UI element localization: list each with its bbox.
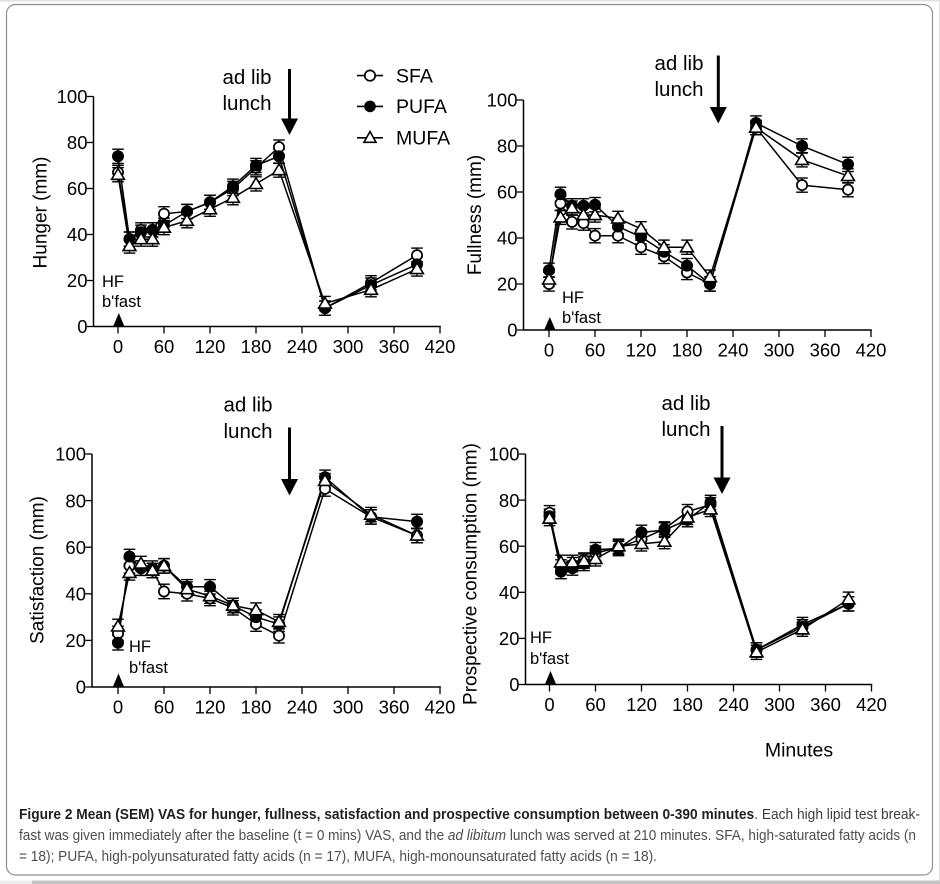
svg-text:0: 0 — [544, 340, 554, 361]
svg-text:100: 100 — [487, 90, 518, 111]
svg-text:SFA: SFA — [396, 65, 433, 87]
svg-text:60: 60 — [497, 182, 518, 203]
svg-text:0: 0 — [507, 320, 517, 341]
svg-text:b'fast: b'fast — [129, 659, 168, 677]
svg-text:300: 300 — [764, 694, 795, 715]
svg-text:120: 120 — [626, 694, 657, 715]
svg-text:120: 120 — [626, 340, 657, 361]
svg-text:180: 180 — [241, 697, 272, 718]
svg-text:MUFA: MUFA — [396, 128, 450, 150]
svg-text:180: 180 — [672, 340, 703, 361]
svg-text:360: 360 — [379, 336, 410, 357]
svg-text:lunch: lunch — [222, 92, 271, 115]
svg-text:HF: HF — [129, 638, 151, 656]
svg-text:420: 420 — [425, 336, 456, 357]
svg-text:60: 60 — [65, 537, 86, 558]
svg-text:b'fast: b'fast — [530, 650, 569, 668]
svg-text:Minutes: Minutes — [765, 740, 834, 762]
svg-text:40: 40 — [497, 228, 518, 249]
svg-text:Satisfaction (mm): Satisfaction (mm) — [28, 496, 49, 644]
svg-text:0: 0 — [509, 674, 519, 695]
svg-text:fast was given immediately aft: fast was given immediately after the bas… — [19, 827, 916, 844]
svg-text:300: 300 — [764, 340, 795, 361]
svg-text:40: 40 — [499, 582, 520, 603]
svg-text:20: 20 — [67, 270, 88, 291]
svg-text:0: 0 — [113, 697, 123, 718]
svg-text:HF: HF — [102, 273, 124, 291]
svg-text:Figure 2 Mean (SEM) VAS for hu: Figure 2 Mean (SEM) VAS for hunger, full… — [19, 806, 920, 823]
svg-text:20: 20 — [65, 630, 86, 651]
svg-text:40: 40 — [67, 224, 88, 245]
svg-text:ad lib: ad lib — [654, 52, 703, 75]
svg-text:420: 420 — [856, 340, 887, 361]
svg-text:20: 20 — [497, 274, 518, 295]
svg-text:lunch: lunch — [654, 78, 703, 101]
svg-text:360: 360 — [810, 694, 841, 715]
svg-text:240: 240 — [287, 336, 318, 357]
svg-text:HF: HF — [530, 629, 552, 647]
svg-text:lunch: lunch — [661, 418, 710, 441]
svg-text:ad lib: ad lib — [222, 66, 271, 89]
svg-text:360: 360 — [810, 340, 841, 361]
svg-text:20: 20 — [499, 628, 520, 649]
svg-text:360: 360 — [379, 697, 410, 718]
svg-text:40: 40 — [65, 584, 86, 605]
svg-text:80: 80 — [499, 490, 520, 511]
svg-text:b'fast: b'fast — [102, 293, 141, 311]
svg-text:300: 300 — [333, 697, 364, 718]
svg-text:= 18); PUFA, high-polyunsatura: = 18); PUFA, high-polyunsaturated fatty … — [19, 848, 657, 865]
svg-text:420: 420 — [856, 694, 887, 715]
svg-text:80: 80 — [67, 132, 88, 153]
svg-text:100: 100 — [57, 86, 88, 107]
svg-text:Prospective consumption (mm): Prospective consumption (mm) — [461, 443, 482, 705]
svg-text:60: 60 — [585, 340, 606, 361]
svg-text:60: 60 — [585, 694, 606, 715]
svg-text:b'fast: b'fast — [562, 309, 601, 327]
svg-text:80: 80 — [65, 490, 86, 511]
svg-text:420: 420 — [425, 697, 456, 718]
svg-text:60: 60 — [154, 336, 175, 357]
svg-text:0: 0 — [113, 336, 123, 357]
svg-text:HF: HF — [562, 289, 584, 307]
svg-text:120: 120 — [195, 697, 226, 718]
svg-text:240: 240 — [718, 340, 749, 361]
svg-text:180: 180 — [241, 336, 272, 357]
svg-text:60: 60 — [499, 536, 520, 557]
svg-text:0: 0 — [544, 694, 554, 715]
svg-text:ad lib: ad lib — [661, 392, 710, 415]
svg-text:300: 300 — [333, 336, 364, 357]
svg-text:100: 100 — [489, 444, 520, 465]
svg-text:240: 240 — [287, 697, 318, 718]
svg-text:PUFA: PUFA — [396, 96, 447, 118]
svg-text:120: 120 — [195, 336, 226, 357]
svg-text:Fullness (mm): Fullness (mm) — [465, 155, 486, 275]
svg-text:0: 0 — [77, 316, 87, 337]
svg-text:100: 100 — [55, 444, 86, 465]
svg-text:240: 240 — [718, 694, 749, 715]
svg-text:180: 180 — [672, 694, 703, 715]
svg-text:60: 60 — [154, 697, 175, 718]
svg-text:0: 0 — [76, 677, 86, 698]
svg-text:80: 80 — [497, 136, 518, 157]
svg-text:Hunger (mm): Hunger (mm) — [31, 157, 52, 269]
svg-text:ad lib: ad lib — [223, 394, 272, 417]
svg-text:lunch: lunch — [223, 420, 272, 443]
svg-text:60: 60 — [67, 178, 88, 199]
